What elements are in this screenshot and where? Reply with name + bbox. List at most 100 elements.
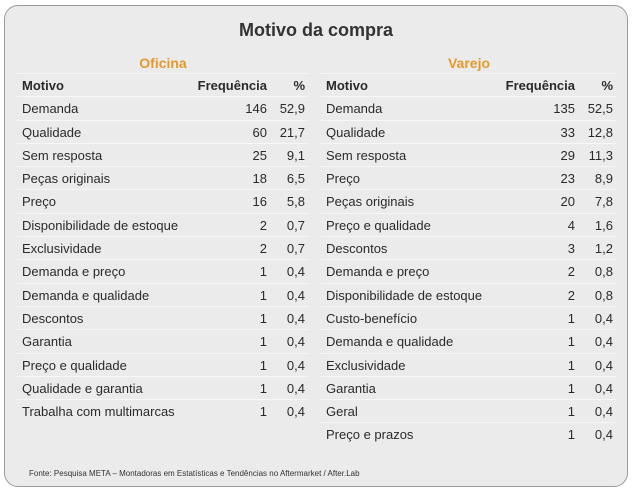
motivo-cell: Peças originais: [326, 194, 415, 210]
percent-cell: 11,3: [588, 147, 613, 163]
frequencia-cell: 135: [553, 101, 575, 117]
motivo-cell: Demanda e qualidade: [326, 334, 454, 350]
frequencia-cell: 23: [560, 171, 575, 187]
header-frequencia: Frequência: [197, 78, 267, 93]
table-row: Qualidade 33 12,8: [321, 119, 617, 143]
section-title: Varejo: [447, 55, 491, 71]
percent-cell: 0,4: [594, 357, 613, 373]
percent-cell: 0,8: [594, 287, 613, 303]
motivo-cell: Garantia: [22, 334, 72, 350]
varejo-table: Varejo Motivo Frequência% Demanda 135 52,5 Qua…: [321, 53, 617, 446]
percent-cell: 0,7: [286, 241, 305, 257]
table-row: Exclusividade 2 0,7: [17, 236, 309, 259]
percent-cell: 1,6: [594, 217, 613, 233]
motivo-cell: Preço e qualidade: [326, 217, 431, 233]
frequencia-cell: 29: [560, 147, 575, 163]
motivo-cell: Demanda: [326, 101, 383, 117]
frequencia-cell: 1: [259, 264, 267, 280]
table-row: Demanda e preço 1 0,4: [17, 259, 309, 282]
frequencia-cell: 2: [259, 217, 267, 233]
section-title: Oficina: [139, 55, 187, 71]
table-row: Preço 16 5,8: [17, 189, 309, 212]
header-frequencia: Frequência: [505, 78, 575, 93]
frequencia-cell: 1: [567, 310, 575, 326]
percent-cell: 7,8: [594, 194, 613, 210]
frequencia-cell: 1: [259, 380, 267, 396]
table-row: Sem resposta 25 9,1: [17, 142, 309, 166]
table-row: Trabalha com multimarcas 1 0,4: [17, 399, 309, 422]
frequencia-cell: 1: [567, 404, 575, 420]
table-row: Descontos 1 0,4: [17, 305, 309, 329]
oficina-table: Oficina Motivo Frequência% Demanda 146 52,9 Qu…: [17, 53, 309, 422]
table-row: Garantia 1 0,4: [17, 329, 309, 352]
percent-cell: 5,8: [286, 194, 305, 210]
source-note: Fonte: Pesquisa META – Montadoras em Est…: [29, 469, 360, 478]
motivo-cell: Peças originais: [22, 171, 111, 187]
percent-cell: 9,1: [286, 147, 305, 163]
percent-cell: 0,4: [594, 380, 613, 396]
table-row: Qualidade 60 21,7: [17, 119, 309, 143]
table-row: Disponibilidade de estoque 2 0,7: [17, 212, 309, 236]
table-row: Preço e qualidade 4 1,6: [321, 212, 617, 236]
frequencia-cell: 2: [567, 287, 575, 303]
frequencia-cell: 2: [567, 264, 575, 280]
percent-cell: 0,4: [286, 380, 305, 396]
table-header: Motivo Frequência%: [17, 73, 309, 96]
percent-cell: 8,9: [594, 171, 613, 187]
percent-cell: 0,4: [594, 334, 613, 350]
table-row: Sem resposta 29 11,3: [321, 142, 617, 166]
percent-cell: 0,4: [286, 334, 305, 350]
motivo-cell: Demanda e qualidade: [22, 287, 150, 303]
percent-cell: 12,8: [587, 124, 613, 140]
header-motivo: Motivo: [326, 78, 368, 93]
motivo-cell: Descontos: [326, 241, 388, 257]
table-header: Motivo Frequência%: [321, 73, 617, 96]
motivo-cell: Custo-benefício: [326, 310, 418, 326]
frequencia-cell: 1: [567, 427, 575, 443]
header-percent: %: [601, 78, 613, 93]
motivo-cell: Demanda: [22, 101, 79, 117]
motivo-cell: Descontos: [22, 310, 84, 326]
table-row: Preço e prazos 1 0,4: [321, 422, 617, 445]
motivo-cell: Geral: [326, 404, 358, 420]
percent-cell: 0,4: [594, 427, 613, 443]
table-row: Demanda 135 52,5: [321, 96, 617, 119]
motivo-cell: Qualidade: [326, 124, 386, 140]
table-row: Demanda 146 52,9: [17, 96, 309, 119]
motivo-cell: Qualidade e garantia: [22, 380, 143, 396]
percent-cell: 52,5: [587, 101, 613, 117]
frequencia-cell: 1: [259, 310, 267, 326]
motivo-cell: Preço: [326, 171, 360, 187]
percent-cell: 0,4: [286, 310, 305, 326]
table-row: Disponibilidade de estoque 2 0,8: [321, 282, 617, 306]
percent-cell: 6,5: [286, 171, 305, 187]
frequencia-cell: 1: [259, 357, 267, 373]
motivo-cell: Sem resposta: [22, 147, 103, 163]
table-row: Custo-benefício 1 0,4: [321, 305, 617, 329]
motivo-cell: Disponibilidade de estoque: [22, 217, 179, 233]
percent-cell: 1,2: [594, 241, 613, 257]
table-row: Preço e qualidade 1 0,4: [17, 352, 309, 376]
percent-cell: 0,8: [594, 264, 613, 280]
table-row: Demanda e preço 2 0,8: [321, 259, 617, 282]
frequencia-cell: 60: [252, 124, 267, 140]
frequencia-cell: 16: [252, 194, 267, 210]
motivo-cell: Preço e qualidade: [22, 357, 127, 373]
motivo-cell: Qualidade: [22, 124, 82, 140]
table-row: Peças originais 18 6,5: [17, 166, 309, 189]
frequencia-cell: 1: [567, 357, 575, 373]
percent-cell: 0,4: [594, 310, 613, 326]
frequencia-cell: 1: [259, 334, 267, 350]
percent-cell: 52,9: [279, 101, 305, 117]
motivo-cell: Exclusividade: [326, 357, 406, 373]
motivo-cell: Demanda e preço: [22, 264, 126, 280]
motivo-cell: Demanda e preço: [326, 264, 430, 280]
motivo-cell: Disponibilidade de estoque: [326, 287, 483, 303]
page-title: Motivo da compra: [238, 20, 394, 40]
frequencia-cell: 146: [245, 101, 267, 117]
table-row: Qualidade e garantia 1 0,4: [17, 375, 309, 399]
frequencia-cell: 1: [567, 380, 575, 396]
motivo-cell: Preço: [22, 194, 56, 210]
motivo-cell: Trabalha com multimarcas: [22, 404, 175, 420]
frequencia-cell: 1: [259, 287, 267, 303]
